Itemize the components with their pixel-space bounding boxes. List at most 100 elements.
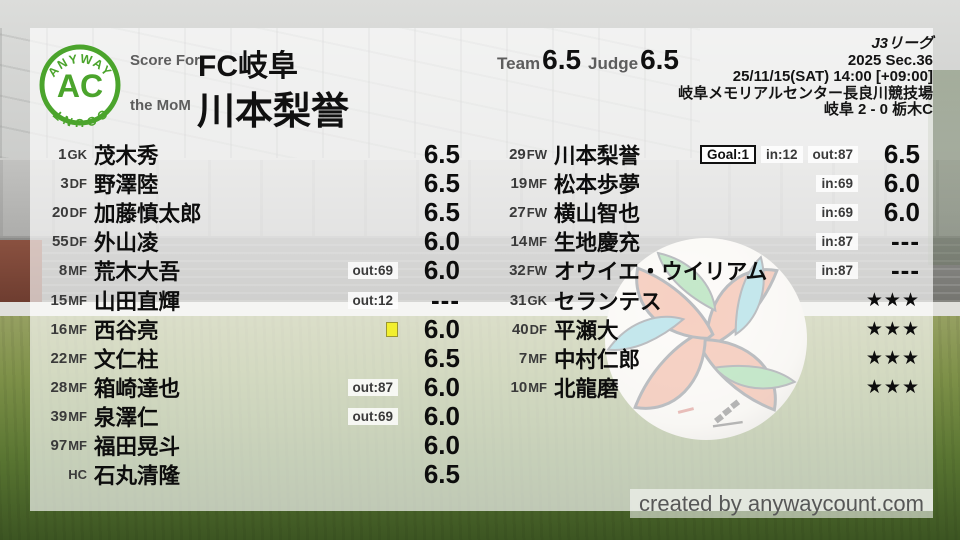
player-number: 31 (509, 291, 527, 309)
player-rating: --- (891, 255, 920, 286)
player-row: 31 GK セランテス ★★★ (490, 285, 920, 314)
player-rating: 6.5 (423, 459, 460, 490)
player-name: 川本梨誉 (554, 144, 641, 169)
sub-out-badge: out:69 (347, 262, 398, 280)
player-rating: 6.0 (423, 313, 460, 344)
player-row: 14 MF 生地慶充 in:87 --- (490, 226, 920, 257)
mom-label: the MoM (130, 97, 191, 114)
player-row: 10 MF 北龍磨 ★★★ (490, 373, 920, 402)
player-row: 15 MF 山田直輝 out:12 --- (30, 284, 460, 315)
player-row: 3 DF 野澤陸 6.5 (30, 168, 460, 198)
player-rating: 6.0 (883, 197, 920, 228)
badge-group: out:87 (347, 378, 398, 396)
badge-group: out:69 (347, 407, 398, 425)
player-position: MF (68, 437, 87, 453)
player-number-position: 14 MF (490, 233, 547, 250)
match-datetime: 25/11/15(SAT) 14:00 [+09:00] (732, 68, 933, 86)
player-rating: 6.5 (423, 342, 460, 373)
player-name: オウイエ・ウイリアム (554, 260, 768, 285)
white-overlay-panel (30, 28, 933, 511)
badge-group: in:87 (816, 262, 858, 280)
mom-player-name: 川本梨誉 (197, 91, 350, 133)
player-rating: ★★★ (865, 289, 920, 311)
subs-player-list: 29 FW 川本梨誉 Goal:1 in:12 out:87 6.5 19 MF 松本歩夢 in:6… (490, 139, 920, 402)
player-rating: 6.5 (423, 197, 460, 228)
player-rating: --- (891, 226, 920, 257)
player-rating: 6.0 (423, 371, 460, 402)
match-result: 岐阜 2 - 0 栃木C (823, 101, 933, 119)
player-number-position: 15 MF (30, 292, 87, 309)
sub-in-badge: in:87 (816, 262, 858, 280)
player-position: MF (528, 176, 547, 192)
starters-player-list: 1 GK 茂木秀 6.5 3 DF 野澤陸 6.5 20 DF 加藤慎太郎 6.5 55 DF 外山凌 6.0… (30, 139, 460, 490)
player-row: 8 MF 荒木大吾 out:69 6.0 (30, 255, 460, 285)
player-number: 7 (518, 349, 528, 367)
sub-out-badge: out:87 (347, 378, 398, 396)
player-rating: ★★★ (865, 376, 920, 398)
player-rating: 6.0 (423, 226, 460, 257)
player-position: MF (68, 292, 87, 308)
player-number: 55 (51, 233, 69, 251)
player-row: 55 DF 外山凌 6.0 (30, 226, 460, 257)
player-position: FW (526, 147, 547, 163)
player-position: MF (528, 379, 547, 395)
season-section: 2025 Sec.36 (847, 51, 933, 69)
score-for-label: Score For (130, 52, 201, 69)
player-number-position: 32 FW (490, 262, 547, 279)
player-number-position: 27 FW (490, 204, 547, 221)
player-position: FW (526, 263, 547, 279)
player-name: 茂木秀 (94, 144, 159, 169)
credit-bar: created by anywaycount.com (630, 489, 933, 518)
player-name: 野澤陸 (94, 173, 159, 198)
badge-group: out:12 (347, 291, 398, 309)
player-name: 加藤慎太郎 (94, 202, 202, 227)
badge-group: in:87 (816, 233, 858, 251)
player-number: 8 (58, 262, 68, 280)
player-number-position: 97 MF (30, 437, 87, 454)
player-row: HC 石丸清隆 6.5 (30, 459, 460, 490)
player-rating: ★★★ (865, 318, 920, 340)
badge-group: in:69 (816, 204, 858, 222)
sub-in-badge: in:87 (816, 233, 858, 251)
player-position: MF (68, 263, 87, 279)
judge-score: Judge 6.5 (588, 44, 679, 76)
player-name: セランテス (554, 289, 662, 314)
player-name: 中村仁郎 (554, 347, 641, 372)
player-position: DF (69, 176, 87, 192)
player-number: 27 (509, 204, 526, 222)
player-number-position: 7 MF (490, 350, 547, 367)
player-position: MF (68, 350, 87, 366)
player-position: MF (68, 321, 87, 337)
player-rating: 6.5 (423, 139, 460, 170)
player-number: 1 (58, 146, 67, 164)
player-number-position: 1 GK (30, 146, 87, 163)
player-position: DF (529, 321, 547, 337)
player-rating: ★★★ (865, 347, 920, 369)
player-number: 29 (509, 146, 526, 164)
judge-score-label: Judge (588, 54, 639, 73)
player-position: FW (526, 205, 547, 221)
player-name: 山田直輝 (94, 289, 181, 314)
badge-group: Goal:1 in:12 out:87 (699, 145, 858, 165)
player-number-position: 3 DF (30, 175, 87, 192)
logo-center-text: AC (57, 68, 103, 104)
player-name: 文仁柱 (94, 347, 159, 372)
goal-badge: Goal:1 (699, 145, 756, 165)
player-number: 15 (50, 291, 68, 309)
player-rating: --- (431, 284, 460, 315)
player-number: 32 (509, 262, 526, 280)
player-position: DF (69, 205, 87, 221)
player-number: 22 (50, 349, 68, 367)
player-position: GK (67, 147, 88, 163)
player-row: 16 MF 西谷亮 6.0 (30, 313, 460, 344)
league-name: J3リーグ (871, 35, 933, 52)
player-row: 22 MF 文仁柱 6.5 (30, 342, 460, 373)
player-name: 北龍磨 (554, 376, 619, 401)
badge-group: out:69 (347, 262, 398, 280)
player-number-position: 20 DF (30, 204, 87, 221)
player-name: 泉澤仁 (94, 405, 159, 430)
player-name: 西谷亮 (94, 318, 159, 343)
trees-edge (928, 70, 960, 265)
player-number-position: 16 MF (30, 321, 87, 338)
player-name: 箱崎達也 (94, 376, 181, 401)
